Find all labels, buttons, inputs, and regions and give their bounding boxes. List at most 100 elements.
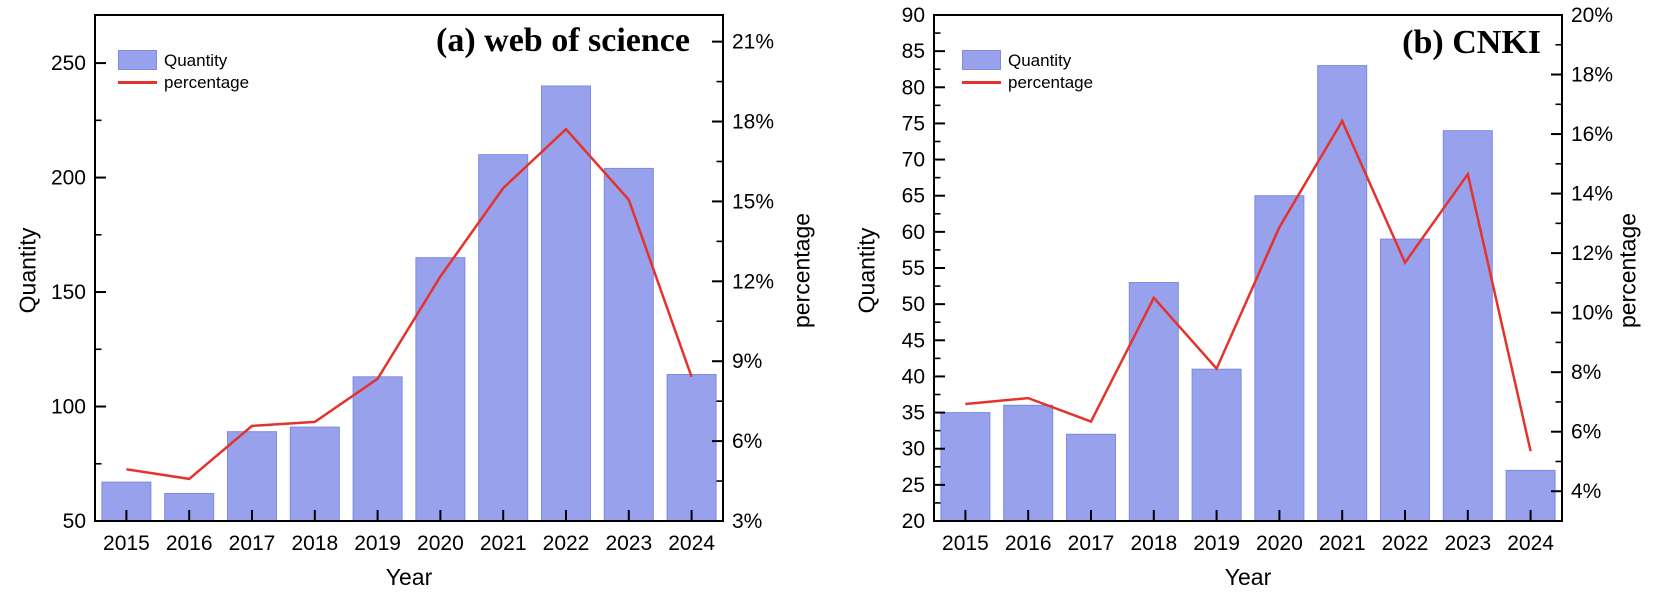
x-axis-tick-label: 2018: [291, 532, 338, 555]
right-axis-tick-label: 3%: [732, 510, 762, 533]
legend-quantity-label: Quantity: [164, 50, 228, 70]
x-axis-tick-label: 2016: [1005, 532, 1052, 555]
left-axis-tick-label: 90: [902, 4, 925, 27]
legend-row-quantity: Quantity: [962, 49, 1093, 71]
panel-b-legend: Quantity percentage: [962, 49, 1093, 93]
quantity-bar-2020: [1254, 195, 1305, 522]
left-axis-tick-label: 30: [902, 438, 925, 461]
x-axis-tick-label: 2023: [605, 532, 652, 555]
left-axis-tick-label: 60: [902, 221, 925, 244]
x-axis-tick-label: 2016: [166, 532, 213, 555]
panel-a-right-axis-title: percentage: [788, 212, 815, 329]
left-axis-tick-label: 65: [902, 185, 925, 208]
x-axis-tick-label: 2015: [942, 532, 989, 555]
x-axis-tick-label: 2017: [1068, 532, 1115, 555]
right-axis-tick-label: 15%: [732, 190, 774, 213]
x-axis-tick-label: 2024: [1507, 532, 1554, 555]
left-axis-tick-label: 75: [902, 112, 925, 135]
x-axis-tick-label: 2023: [1444, 532, 1491, 555]
right-axis-tick-label: 18%: [1571, 64, 1613, 87]
quantity-bar-2023: [1442, 130, 1493, 522]
right-axis-tick-label: 4%: [1571, 480, 1601, 503]
legend-quantity-label: Quantity: [1008, 50, 1072, 70]
left-axis-tick-label: 50: [902, 293, 925, 316]
quantity-bar-swatch-icon: [118, 50, 157, 70]
right-axis-tick-label: 16%: [1571, 123, 1613, 146]
quantity-bar-2022: [541, 85, 591, 522]
quantity-bar-2019: [352, 376, 403, 522]
percentage-line-a: [126, 127, 693, 481]
x-axis-tick-label: 2021: [1319, 532, 1366, 555]
left-axis-tick-label: 25: [902, 474, 925, 497]
panel-a-title: (a) web of science: [436, 22, 690, 59]
left-axis-tick-label: 100: [51, 396, 86, 419]
x-axis-tick-label: 2024: [668, 532, 715, 555]
right-axis-tick-label: 6%: [1571, 421, 1601, 444]
right-axis-tick-label: 10%: [1571, 302, 1613, 325]
left-axis-tick-label: 40: [902, 365, 925, 388]
left-axis-tick-label: 150: [51, 281, 86, 304]
quantity-bar-2022: [1380, 238, 1430, 522]
legend-percentage-label: percentage: [164, 72, 250, 92]
left-axis-tick-label: 20: [902, 510, 925, 533]
plot-frame: [933, 14, 1563, 522]
legend-percentage-label: percentage: [1008, 72, 1094, 92]
panel-b-title: (b) CNKI: [1402, 24, 1541, 61]
x-axis-tick-label: 2018: [1130, 532, 1177, 555]
right-axis-tick-label: 21%: [732, 31, 774, 54]
left-axis-tick-label: 35: [902, 402, 925, 425]
panel-b-x-axis-title: Year: [1224, 564, 1272, 590]
right-axis-tick-label: 12%: [1571, 242, 1613, 265]
panel-b: 20 25 30 35 40 45 50 55 60 65 70 75 80 85 90 4% 6% 8% 10% 1…: [902, 4, 1613, 555]
quantity-bar-2017: [227, 431, 277, 522]
percentage-line-b: [965, 118, 1532, 452]
quantity-bar-2018: [289, 426, 340, 522]
right-axis-tick-label: 20%: [1571, 4, 1613, 27]
panel-a-left-axis-title: Quantity: [14, 227, 41, 314]
panel-a: 50 100 150 200 250 3% 6% 9% 12% 15% 18% 21% 2015 2016…: [51, 14, 774, 555]
quantity-bar-2017: [1066, 433, 1116, 522]
x-axis-tick-label: 2019: [1193, 532, 1240, 555]
legend-row-quantity: Quantity: [118, 49, 249, 71]
left-axis-tick-label: 50: [63, 510, 86, 533]
x-axis-tick-label: 2022: [543, 532, 590, 555]
right-axis-tick-label: 18%: [732, 111, 774, 134]
plot-frame: [94, 14, 724, 522]
quantity-bar-2021: [478, 154, 529, 522]
panel-a-legend: Quantity percentage: [118, 49, 249, 93]
x-axis-tick-label: 2015: [103, 532, 150, 555]
x-axis-tick-label: 2017: [229, 532, 276, 555]
right-axis-tick-label: 8%: [1571, 361, 1601, 384]
x-axis-tick-label: 2021: [480, 532, 527, 555]
left-axis-tick-label: 250: [51, 52, 86, 75]
panel-b-left-axis-title: Quantity: [853, 227, 880, 314]
x-axis-tick-label: 2019: [354, 532, 401, 555]
percentage-line-swatch-icon: [962, 80, 1001, 84]
legend-row-percentage: percentage: [118, 71, 249, 93]
left-axis-tick-label: 80: [902, 76, 925, 99]
right-axis-tick-label: 6%: [732, 430, 762, 453]
left-axis-tick-label: 85: [902, 40, 925, 63]
left-axis-tick-label: 55: [902, 257, 925, 280]
legend-row-percentage: percentage: [962, 71, 1093, 93]
right-axis-tick-label: 14%: [1571, 183, 1613, 206]
panel-b-right-axis-title: percentage: [1614, 212, 1641, 329]
right-axis-tick-label: 9%: [732, 350, 762, 373]
x-axis-tick-label: 2020: [1256, 532, 1303, 555]
quantity-bar-2016: [1003, 404, 1054, 522]
panel-a-x-axis-title: Year: [385, 564, 433, 590]
quantity-bar-2019: [1191, 368, 1242, 522]
right-axis-tick-label: 12%: [732, 270, 774, 293]
left-axis-tick-label: 200: [51, 167, 86, 190]
quantity-bar-2020: [415, 257, 466, 522]
quantity-bar-2021: [1317, 65, 1368, 522]
quantity-bar-2023: [603, 167, 654, 522]
quantity-bar-2024: [666, 374, 717, 522]
left-axis-tick-label: 70: [902, 149, 925, 172]
x-axis-tick-label: 2022: [1382, 532, 1429, 555]
left-axis-tick-label: 45: [902, 329, 925, 352]
x-axis-tick-label: 2020: [417, 532, 464, 555]
quantity-bar-swatch-icon: [962, 50, 1001, 70]
